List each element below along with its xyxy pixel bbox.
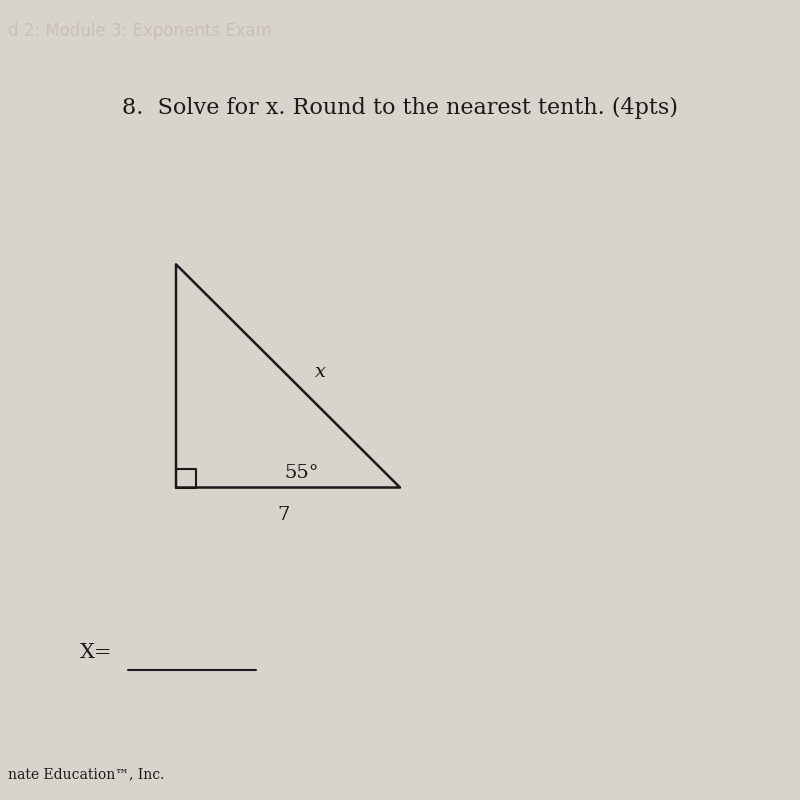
Text: nate Education™, Inc.: nate Education™, Inc.	[8, 767, 164, 782]
Text: x: x	[314, 363, 326, 382]
Text: X=: X=	[80, 643, 113, 662]
Text: 7: 7	[278, 506, 290, 524]
Text: 8.  Solve for x. Round to the nearest tenth. (4pts): 8. Solve for x. Round to the nearest ten…	[122, 97, 678, 119]
Text: d 2: Module 3: Exponents Exam: d 2: Module 3: Exponents Exam	[8, 22, 272, 40]
Text: 55°: 55°	[284, 463, 318, 482]
